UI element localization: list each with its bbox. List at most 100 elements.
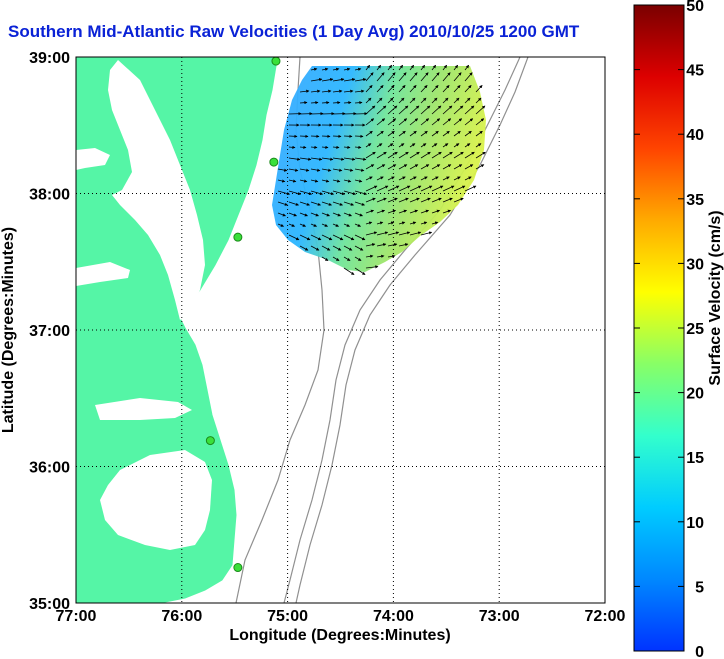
colorbar-tick-label: 5 xyxy=(695,579,704,596)
velocity-arrow xyxy=(365,143,372,148)
velocity-arrow xyxy=(387,118,397,126)
velocity-arrow xyxy=(354,256,362,261)
velocity-arrow xyxy=(354,212,363,217)
velocity-arrow xyxy=(365,243,376,247)
velocity-arrow xyxy=(376,97,383,104)
velocity-arrow xyxy=(431,72,440,82)
velocity-arrow xyxy=(464,164,474,170)
velocity-arrow xyxy=(365,231,378,236)
velocity-arrow xyxy=(277,201,289,206)
velocity-arrow xyxy=(288,212,297,217)
radar-stations xyxy=(205,56,281,573)
velocity-arrow xyxy=(321,78,334,82)
velocity-arrow xyxy=(420,164,430,170)
velocity-arrow xyxy=(420,176,428,181)
velocity-arrow xyxy=(321,89,332,93)
velocity-arrow xyxy=(277,179,286,183)
velocity-arrow xyxy=(409,130,417,137)
radar-station-marker xyxy=(269,157,279,167)
velocity-arrow xyxy=(343,168,354,172)
colorbar-ticks: 0 5 10 15 20 25 30 35 40 45 50 xyxy=(634,0,704,659)
velocity-arrow xyxy=(376,185,389,192)
velocity-arrow xyxy=(420,85,428,93)
velocity-arrow xyxy=(420,130,428,137)
velocity-arrow xyxy=(376,231,389,236)
velocity-arrow xyxy=(310,223,318,227)
velocity-arrow xyxy=(431,209,441,214)
velocity-arrow xyxy=(431,164,441,170)
velocity-arrow xyxy=(277,223,285,227)
velocity-arrow xyxy=(321,190,335,196)
velocity-arrow xyxy=(398,151,409,159)
velocity-arrow xyxy=(310,168,321,172)
velocity-arrow xyxy=(464,176,472,181)
velocity-arrow xyxy=(431,118,441,126)
velocity-arrow xyxy=(354,78,367,82)
velocity-arrow xyxy=(321,201,333,206)
velocity-arrow xyxy=(376,209,386,214)
velocity-arrow xyxy=(398,164,408,170)
colorbar-tick-label: 15 xyxy=(686,450,704,467)
x-tick-label: 75:00 xyxy=(267,608,308,625)
velocity-arrow xyxy=(398,143,405,148)
velocity-arrow xyxy=(365,130,373,137)
velocity-arrow xyxy=(365,85,373,93)
velocity-arrow xyxy=(321,145,329,149)
velocity-arrow xyxy=(398,176,406,181)
velocity-arrow xyxy=(376,72,385,82)
velocity-arrow xyxy=(442,176,450,181)
colorbar-tick-label: 50 xyxy=(686,0,704,15)
velocity-arrow xyxy=(442,72,451,82)
velocity-arrow xyxy=(464,185,477,192)
velocity-arrow xyxy=(431,197,442,203)
velocity-arrow xyxy=(409,151,420,159)
velocity-arrow xyxy=(299,223,307,227)
velocity-arrow xyxy=(420,105,431,115)
velocity-arrow xyxy=(409,105,420,115)
velocity-arrow xyxy=(354,67,362,71)
velocity-arrow xyxy=(475,105,486,115)
velocity-arrow xyxy=(475,143,482,148)
colorbar xyxy=(633,4,685,652)
velocity-arrow xyxy=(387,221,395,225)
velocity-arrow xyxy=(365,197,376,203)
velocity-arrow xyxy=(431,151,442,159)
velocity-arrow xyxy=(332,78,345,82)
colorbar-tick-label: 30 xyxy=(686,256,704,273)
velocity-arrow xyxy=(354,101,363,105)
velocity-arrow xyxy=(442,143,449,148)
velocity-arrow xyxy=(365,64,371,71)
velocity-arrow xyxy=(343,267,355,275)
velocity-arrow xyxy=(398,105,409,115)
river-water-2 xyxy=(76,262,130,286)
velocity-arrow xyxy=(442,164,452,170)
velocity-arrow xyxy=(376,151,387,159)
velocity-arrow xyxy=(398,97,405,104)
velocity-arrow xyxy=(332,168,343,172)
radar-station-marker xyxy=(233,232,243,242)
velocity-arrow xyxy=(420,64,426,71)
velocity-arrow xyxy=(420,151,431,159)
velocity-arrow xyxy=(464,118,474,126)
radar-station-marker xyxy=(205,436,215,446)
velocity-arrow xyxy=(387,85,395,93)
x-tick-labels: 77:00 76:00 75:00 74:00 73:00 72:00 xyxy=(56,608,626,625)
velocity-arrow xyxy=(387,64,393,71)
velocity-arrow xyxy=(365,221,373,225)
velocity-arrow xyxy=(398,243,409,247)
velocity-arrow xyxy=(299,145,307,149)
x-tick-label: 74:00 xyxy=(373,608,414,625)
river-water xyxy=(95,398,192,420)
velocity-arrow xyxy=(299,234,311,241)
velocity-arrow xyxy=(310,145,318,149)
velocity-arrow xyxy=(442,185,455,192)
velocity-arrow xyxy=(288,234,300,241)
x-tick-label: 72:00 xyxy=(585,608,626,625)
velocity-arrow xyxy=(442,64,448,71)
velocity-arrow xyxy=(310,201,322,206)
velocity-arrow xyxy=(299,245,309,251)
velocity-arrow xyxy=(376,254,385,258)
velocity-arrow xyxy=(365,105,376,115)
velocity-arrow xyxy=(398,185,411,192)
colorbar-label: Surface Velocity (cm/s) xyxy=(707,210,724,385)
